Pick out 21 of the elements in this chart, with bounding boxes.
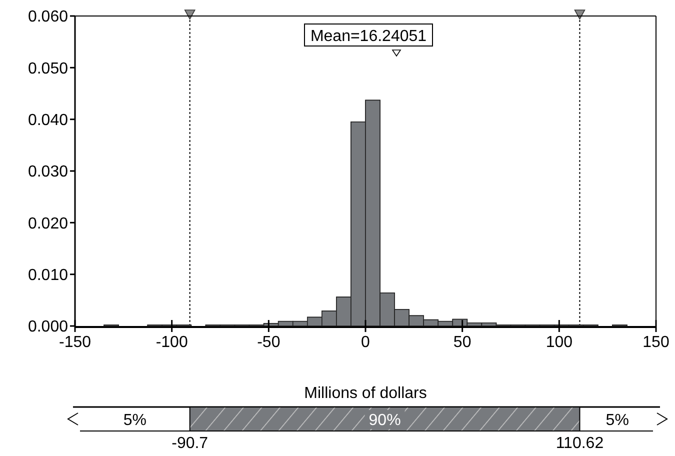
y-tick-label: 0.050 <box>28 60 68 78</box>
text: -90.7 <box>172 435 208 452</box>
x-tick-label: 150 <box>642 334 670 351</box>
x-tick-label: -100 <box>156 334 188 351</box>
y-tick-label: 0.010 <box>28 266 68 284</box>
x-tick-label: 0 <box>361 334 370 351</box>
x-tick-label: 50 <box>453 334 472 351</box>
y-tick-label: 0.040 <box>28 112 68 129</box>
x-tick-label: -150 <box>58 334 92 351</box>
text: 5% <box>123 412 146 429</box>
y-tick-label: 0.030 <box>28 164 68 181</box>
y-tick-label: 0.000 <box>28 318 68 336</box>
text: 90% <box>368 412 401 429</box>
y-tick-label: 0.020 <box>28 215 68 232</box>
text: 5% <box>606 412 629 429</box>
text: 110.62 <box>556 435 604 452</box>
x-axis-title: Millions of dollars <box>304 385 427 402</box>
y-tick-label: 0.060 <box>28 8 68 26</box>
annotation: Mean=16.24051 <box>310 28 427 45</box>
x-tick-label: 100 <box>546 334 573 351</box>
x-tick-label: -50 <box>257 334 280 351</box>
